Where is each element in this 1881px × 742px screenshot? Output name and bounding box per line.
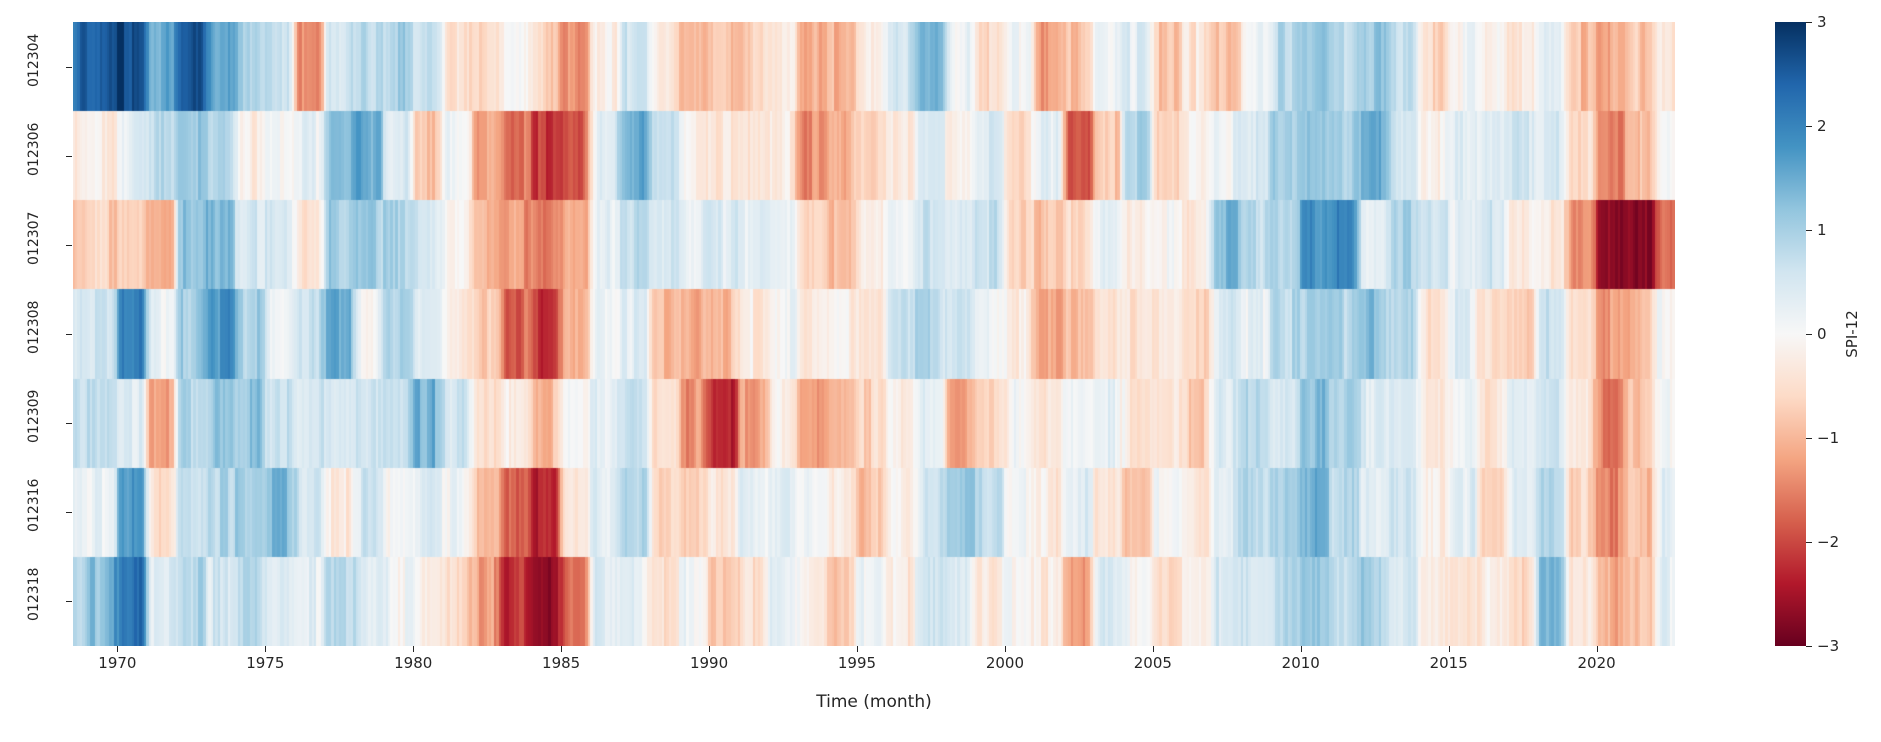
x-axis-title: Time (month) [816, 692, 932, 712]
x-tick-mark [265, 646, 267, 652]
y-tick-mark [66, 423, 72, 425]
y-tick-label-station: 012307 [26, 211, 42, 265]
x-tick-label: 1980 [394, 654, 433, 672]
colorbar-tick-label: 1 [1817, 221, 1827, 239]
colorbar-tick-label: −3 [1817, 637, 1840, 655]
colorbar-tick-label: −2 [1817, 533, 1840, 551]
x-tick-mark [856, 646, 858, 652]
colorbar-tick-mark [1806, 438, 1812, 439]
x-tick-label: 2020 [1577, 654, 1616, 672]
colorbar-tick-label: 3 [1817, 13, 1827, 31]
x-tick-label: 2000 [985, 654, 1024, 672]
y-tick-mark [66, 512, 72, 514]
x-tick-label: 1970 [98, 654, 137, 672]
y-tick-mark [66, 334, 72, 335]
x-tick-mark [1004, 646, 1006, 652]
y-tick-label-station: 012316 [26, 478, 42, 533]
y-tick-label-station: 012308 [26, 300, 42, 354]
x-tick-mark [413, 646, 415, 652]
colorbar-tick-mark [1806, 334, 1812, 335]
x-tick-mark [1152, 646, 1154, 652]
x-tick-label: 1985 [542, 654, 581, 672]
x-tick-mark [561, 646, 563, 652]
y-tick-label-station: 012304 [26, 33, 42, 87]
colorbar-tick-mark [1806, 22, 1812, 23]
y-tick-label-station: 012309 [26, 389, 42, 444]
y-tick-mark [66, 66, 72, 68]
colorbar-tick-label: 0 [1817, 325, 1827, 343]
y-tick-label-station: 012306 [26, 122, 42, 176]
colorbar-tick-mark [1806, 542, 1812, 543]
x-tick-label: 2010 [1281, 654, 1320, 672]
colorbar [1775, 22, 1806, 646]
x-tick-mark [1596, 646, 1598, 652]
y-tick-mark [66, 601, 72, 603]
colorbar-tick-mark [1806, 230, 1812, 231]
y-tick-mark [66, 155, 72, 157]
heatmap-plot-area [73, 22, 1675, 646]
x-tick-label: 1995 [837, 654, 877, 672]
x-tick-label: 1990 [689, 654, 729, 672]
colorbar-title: SPI-12 [1843, 310, 1861, 358]
x-tick-label: 2005 [1133, 654, 1172, 672]
colorbar-tick-label: 2 [1817, 117, 1827, 135]
x-tick-mark [117, 646, 119, 652]
y-tick-mark [66, 244, 72, 246]
y-tick-label-station: 012318 [26, 567, 42, 622]
x-tick-mark [709, 646, 711, 652]
x-tick-mark [1448, 646, 1450, 652]
colorbar-tick-label: −1 [1817, 429, 1840, 447]
x-tick-mark [1300, 646, 1302, 652]
x-tick-label: 1975 [246, 654, 285, 672]
colorbar-tick-mark [1806, 126, 1812, 127]
x-tick-label: 2015 [1429, 654, 1468, 672]
colorbar-tick-mark [1806, 646, 1812, 647]
